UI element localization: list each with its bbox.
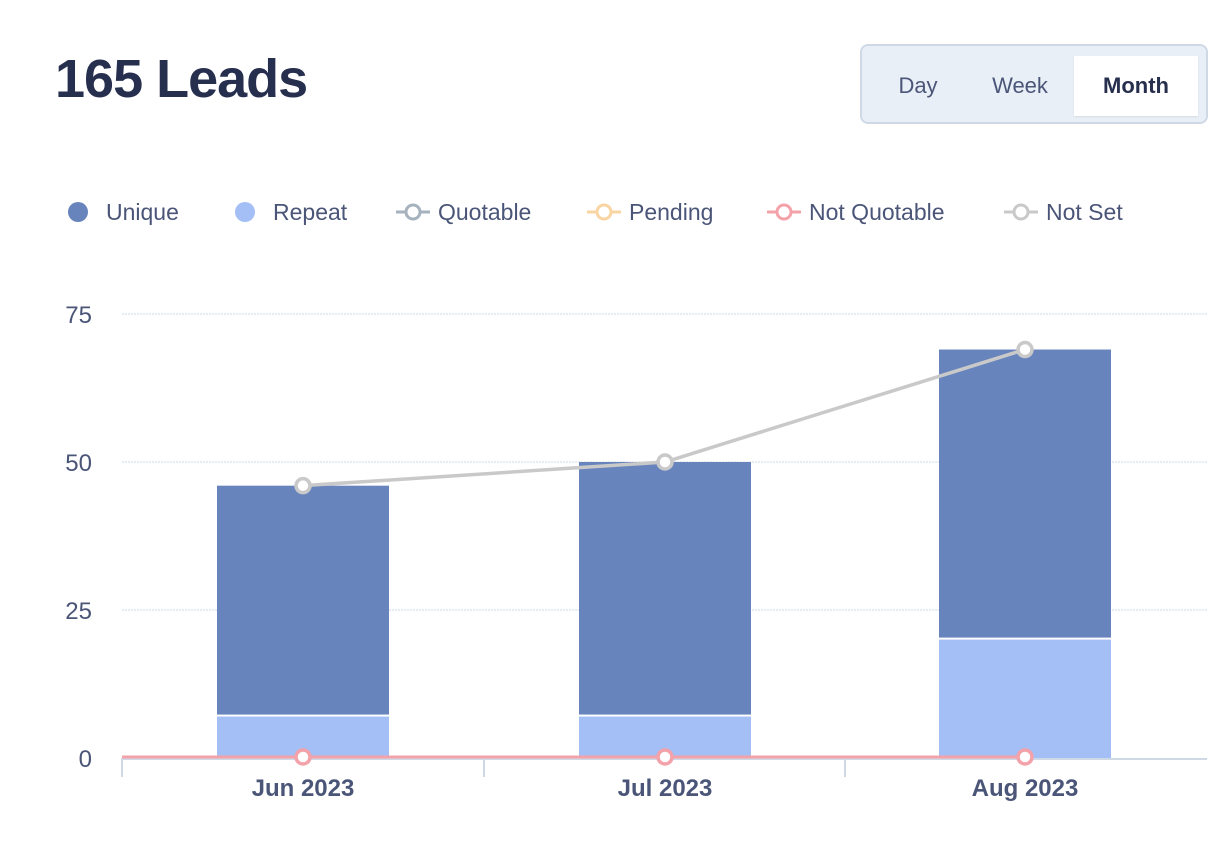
range-toggle: Day Week Month [860, 44, 1208, 124]
y-tick-label: 25 [65, 598, 92, 625]
range-month-button[interactable]: Month [1074, 56, 1198, 116]
legend-label: Not Quotable [809, 198, 945, 225]
range-day-button[interactable]: Day [898, 73, 938, 98]
bar-unique[interactable] [217, 485, 389, 715]
x-tick-label: Jul 2023 [618, 775, 713, 802]
page-title: 165 Leads [55, 49, 308, 109]
not-set-point-marker[interactable] [294, 476, 312, 495]
legend-item-not-quotable[interactable]: Not Quotable [767, 196, 945, 228]
line-series [122, 340, 1034, 766]
y-tick-label: 0 [79, 746, 92, 773]
repeat-dot-icon [235, 202, 255, 222]
unique-dot-icon [68, 202, 88, 222]
bar-unique[interactable] [939, 349, 1111, 638]
legend-item-quotable[interactable]: Quotable [396, 196, 531, 228]
not-set-point-marker[interactable] [1016, 340, 1034, 359]
legend-item-repeat[interactable]: Repeat [235, 196, 347, 228]
pending-line-marker-icon [587, 203, 621, 221]
bar-series [217, 349, 1111, 758]
legend-item-pending[interactable]: Pending [587, 196, 713, 228]
legend-label: Unique [106, 198, 179, 225]
x-axis-labels: Jun 2023 Jul 2023 Aug 2023 [252, 775, 1079, 802]
x-tick-label: Aug 2023 [972, 775, 1079, 802]
legend-label: Not Set [1046, 198, 1123, 225]
not-set-line-marker-icon [1004, 203, 1038, 221]
bar-unique[interactable] [579, 462, 751, 715]
y-tick-label: 50 [65, 450, 92, 477]
range-week-button[interactable]: Week [992, 73, 1048, 98]
not-quotable-point-marker[interactable] [656, 748, 674, 766]
chart-legend: Unique Repeat Quotable Pending Not Quota… [0, 196, 1230, 228]
legend-item-not-set[interactable]: Not Set [1004, 196, 1123, 228]
legend-label: Repeat [273, 198, 348, 225]
not-quotable-point-marker[interactable] [294, 748, 312, 766]
legend-label: Quotable [438, 198, 532, 225]
legend-label: Pending [629, 198, 714, 225]
quotable-line-marker-icon [396, 203, 430, 221]
y-axis: 0 25 50 75 [65, 302, 92, 773]
not-quotable-line-marker-icon [767, 203, 801, 221]
not-quotable-point-marker[interactable] [1016, 748, 1034, 766]
x-tick-label: Jun 2023 [252, 775, 355, 802]
legend-item-unique[interactable]: Unique [68, 196, 179, 228]
y-tick-label: 75 [65, 302, 92, 329]
not-set-point-marker[interactable] [656, 453, 674, 471]
bar-repeat[interactable] [939, 639, 1111, 758]
